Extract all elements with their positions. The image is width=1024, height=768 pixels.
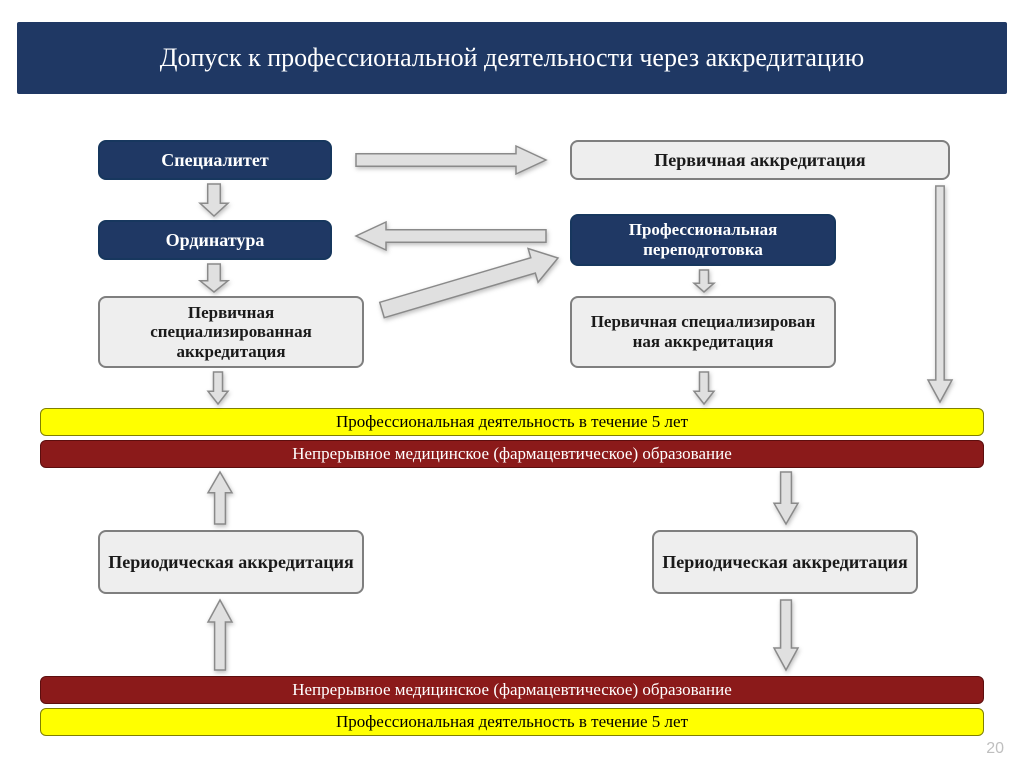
arrow-prim-to-band-long [928,186,952,402]
node-label: Первичная специализированная аккредитаци… [108,303,354,362]
arrow-specaccL-to-band [208,372,228,404]
node-label: Ординатура [166,230,265,251]
arrow-prim-to-ord [356,222,546,250]
bar-continuous-edu-2: Непрерывное медицинское (фармацевтическо… [40,676,984,704]
node-specialitet: Специалитет [98,140,332,180]
node-prof-retraining: Профессиональная переподготовка [570,214,836,266]
page-number: 20 [986,740,1004,758]
bar-label: Профессиональная деятельность в течение … [336,412,688,432]
node-label: Специалитет [161,150,268,171]
node-label: Периодическая аккредитация [662,552,908,573]
bar-continuous-edu-1: Непрерывное медицинское (фармацевтическо… [40,440,984,468]
node-label: Периодическая аккредитация [108,552,354,573]
bar-prof-activity-2: Профессиональная деятельность в течение … [40,708,984,736]
node-ordinatura: Ординатура [98,220,332,260]
node-label: Профессиональная переподготовка [580,220,826,259]
node-label: Первичная аккредитация [654,150,865,171]
arrow-periodL-to-red2 [208,600,232,670]
arrow-spec-to-ord [200,184,228,216]
arrow-band-to-periodR [774,472,798,524]
arrow-spec-to-prim [356,146,546,174]
node-primary-accreditation: Первичная аккредитация [570,140,950,180]
bar-label: Непрерывное медицинское (фармацевтическо… [292,444,732,464]
bar-prof-activity-1: Профессиональная деятельность в течение … [40,408,984,436]
arrow-specaccL-to-retrain [382,258,558,310]
arrow-specaccR-to-band [694,372,714,404]
arrow-retrain-to-specaccR [694,270,714,292]
node-label: Первичная специализирован ная аккредитац… [580,312,826,351]
node-periodic-left: Периодическая аккредитация [98,530,364,594]
slide-title: Допуск к профессиональной деятельности ч… [17,22,1007,94]
arrow-band-to-periodL [208,472,232,524]
arrow-periodR-to-red2 [774,600,798,670]
slide-title-text: Допуск к профессиональной деятельности ч… [160,43,864,73]
page-number-text: 20 [986,740,1004,757]
bar-label: Профессиональная деятельность в течение … [336,712,688,732]
node-spec-accred-left: Первичная специализированная аккредитаци… [98,296,364,368]
bar-label: Непрерывное медицинское (фармацевтическо… [292,680,732,700]
node-spec-accred-right: Первичная специализирован ная аккредитац… [570,296,836,368]
node-periodic-right: Периодическая аккредитация [652,530,918,594]
arrow-ord-to-specaccL [200,264,228,292]
